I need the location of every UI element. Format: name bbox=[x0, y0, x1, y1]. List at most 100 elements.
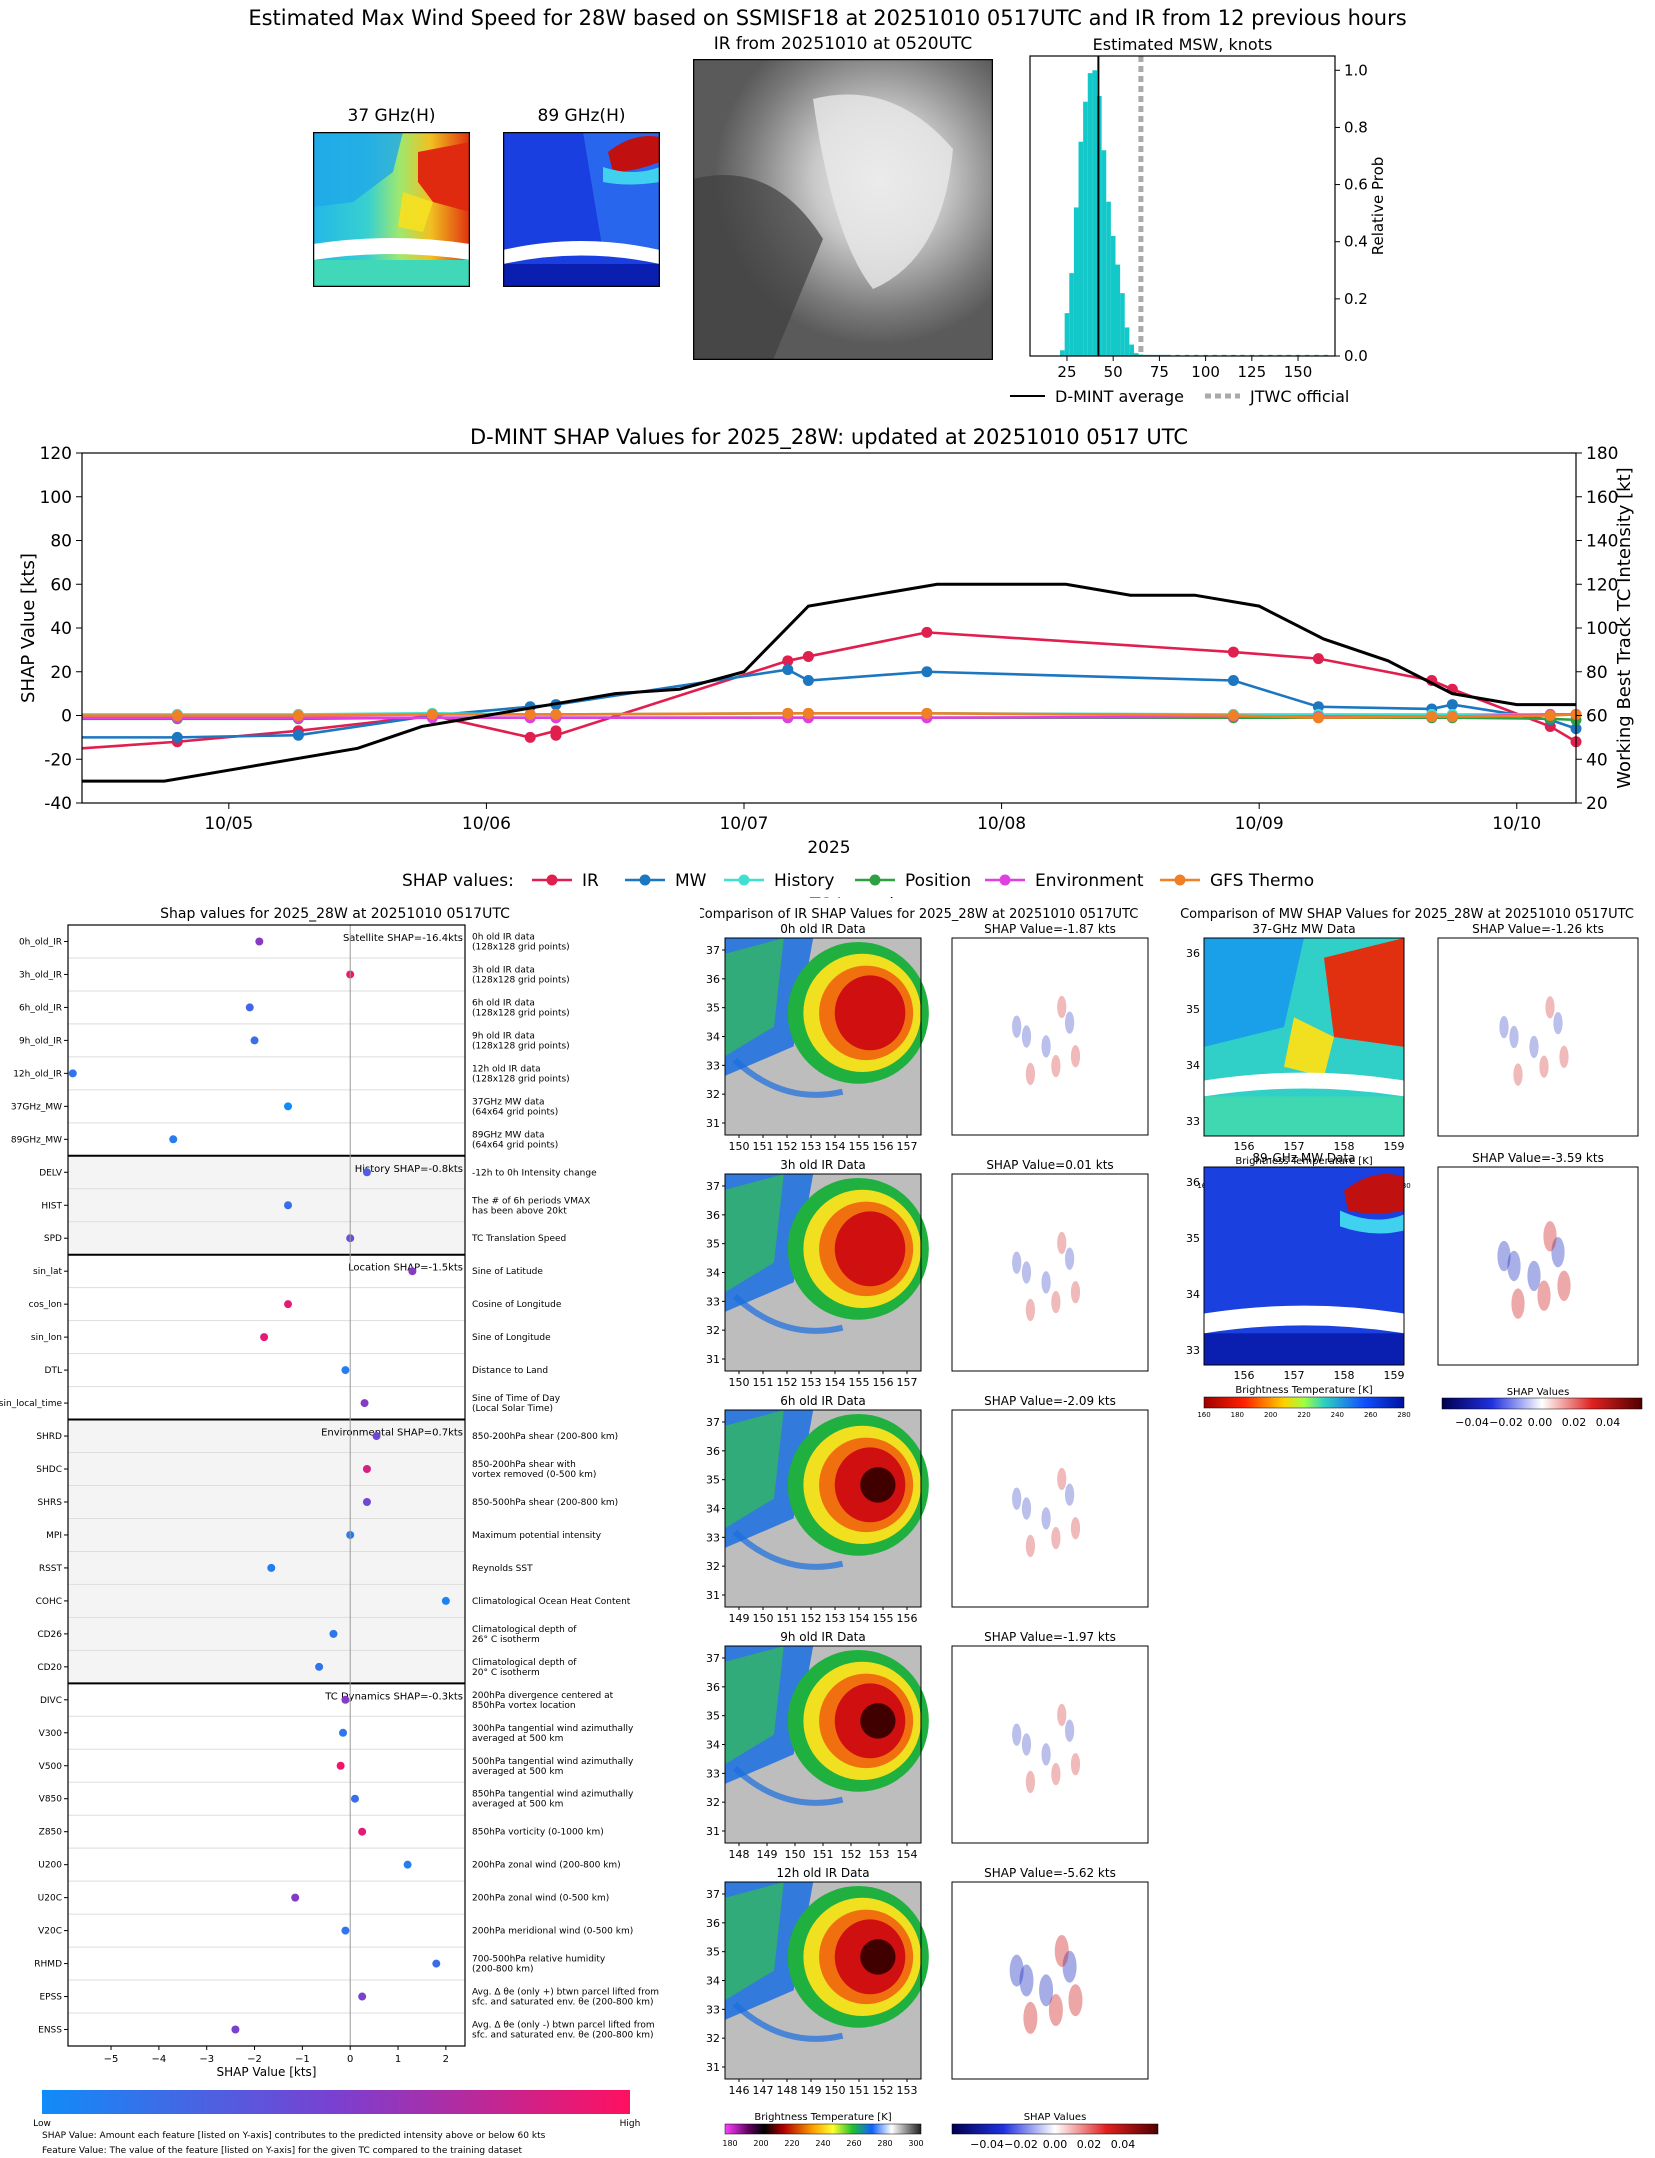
feature-desc: 0h old IR data bbox=[472, 932, 535, 942]
mw-image bbox=[1203, 937, 1405, 1137]
shap-blob bbox=[1051, 1762, 1061, 1786]
mw-comparison-title: Comparison of MW SHAP Values for 2025_28… bbox=[1180, 907, 1634, 922]
mw-panel-title: 37-GHz MW Data bbox=[1252, 922, 1355, 936]
ir-ytick-label: 31 bbox=[706, 1825, 720, 1838]
series-point bbox=[171, 731, 183, 743]
series-point bbox=[802, 675, 814, 686]
legend-label-position: Position bbox=[905, 871, 971, 891]
mw-xtick-label: 158 bbox=[1334, 1369, 1355, 1382]
shap-background bbox=[1438, 1167, 1638, 1365]
ir-shap-cbar-tick: −0.04 bbox=[970, 2138, 1004, 2151]
feature-desc: has been above 20kt bbox=[472, 1206, 567, 1216]
ir-panel-title: 3h old IR Data bbox=[780, 1158, 866, 1172]
feature-name: RSST bbox=[39, 1564, 63, 1574]
shap-frame bbox=[951, 1173, 1149, 1372]
ir-panel bbox=[693, 59, 993, 360]
ir-xtick-label: 149 bbox=[757, 1848, 778, 1861]
ir-xtick-label: 151 bbox=[849, 2084, 870, 2097]
ir-xtick-label: 154 bbox=[825, 1140, 846, 1153]
feature-desc: Maximum potential intensity bbox=[472, 1531, 602, 1541]
msw-xtick-label: 100 bbox=[1191, 363, 1220, 381]
feature-name: SHDC bbox=[36, 1465, 62, 1475]
shap-blob bbox=[1513, 1063, 1523, 1086]
ir-ytick-label: 35 bbox=[706, 1238, 720, 1251]
series-point bbox=[1227, 646, 1239, 658]
ir-shap-image bbox=[951, 937, 1149, 1136]
ts-y2tick-label: 180 bbox=[1586, 444, 1618, 464]
series-point bbox=[802, 707, 814, 719]
ts-xlabel: 2025 bbox=[807, 838, 850, 858]
ir-ytick-label: 36 bbox=[706, 1445, 720, 1458]
ir-image bbox=[724, 1881, 929, 2080]
feature-desc: 500hPa tangential wind azimuthally bbox=[472, 1757, 634, 1767]
feature-desc: (128x128 grid points) bbox=[472, 1041, 570, 1051]
msw-bar bbox=[1124, 327, 1130, 356]
ir-cbar-tick: 200 bbox=[753, 2139, 768, 2148]
msw-xtick-label: 150 bbox=[1284, 363, 1313, 381]
legend-jtwc-label: JTWC official bbox=[1249, 387, 1349, 406]
feature-desc: Sine of Longitude bbox=[472, 1333, 551, 1343]
ir-shap-cbar-tick: 0.02 bbox=[1077, 2138, 1102, 2151]
feature-xtick-label: −1 bbox=[295, 2054, 310, 2065]
shap-blob bbox=[1054, 1934, 1069, 1967]
ir-xtick-label: 149 bbox=[729, 1612, 750, 1625]
ir-image bbox=[724, 1409, 929, 1608]
ts-ytick-label: 120 bbox=[40, 444, 72, 464]
feature-desc: (200-800 km) bbox=[472, 1965, 533, 1975]
msw-ytick-label: 0.8 bbox=[1344, 118, 1368, 136]
feature-point bbox=[291, 1893, 300, 1902]
mw-shap-comparison: Comparison of MW SHAP Values for 2025_28… bbox=[1180, 907, 1643, 1429]
feature-name: COHC bbox=[36, 1597, 62, 1607]
ir-xtick-label: 155 bbox=[849, 1376, 870, 1389]
ir-xtick-label: 152 bbox=[873, 2084, 894, 2097]
feature-desc: (128x128 grid points) bbox=[472, 942, 570, 952]
ir-xtick-label: 152 bbox=[841, 1848, 862, 1861]
mw-ytick-label: 35 bbox=[1186, 1232, 1200, 1245]
ir-ytick-label: 34 bbox=[706, 1031, 720, 1044]
shap-blob bbox=[1529, 1035, 1539, 1059]
mw-xtick-label: 156 bbox=[1234, 1140, 1255, 1153]
shap-frame bbox=[951, 1645, 1149, 1844]
ir-ytick-label: 35 bbox=[706, 1474, 720, 1487]
mw-gap bbox=[1204, 1305, 1404, 1334]
feature-desc: 6h old IR data bbox=[472, 998, 535, 1008]
feature-name: DIVC bbox=[40, 1696, 62, 1706]
msw-xtick-label: 50 bbox=[1104, 363, 1123, 381]
mw-cyan bbox=[1340, 1210, 1404, 1234]
feature-desc: (Local Solar Time) bbox=[472, 1404, 553, 1414]
group-label: TC Dynamics SHAP=-0.3kts bbox=[324, 1691, 463, 1702]
mw-red bbox=[1324, 938, 1404, 1047]
feature-point bbox=[362, 1497, 371, 1506]
feature-point bbox=[245, 1003, 254, 1012]
ir-xtick-label: 153 bbox=[869, 1848, 890, 1861]
mw-cbar-tick: 260 bbox=[1364, 1411, 1377, 1419]
ts-xtick-label: 10/09 bbox=[1235, 814, 1284, 834]
feature-desc: (128x128 grid points) bbox=[472, 1008, 570, 1018]
ir-shap-cbar-tick: −0.02 bbox=[1004, 2138, 1038, 2151]
shap-blob bbox=[1012, 1487, 1022, 1510]
shap-background bbox=[1438, 938, 1638, 1136]
ir-ytick-label: 37 bbox=[706, 1416, 720, 1429]
feature-name: 89GHz_MW bbox=[11, 1135, 62, 1145]
feature-desc: 200hPa zonal wind (0-500 km) bbox=[472, 1894, 609, 1904]
msw-bar bbox=[1064, 313, 1070, 356]
mw-shap-cbar-tick: −0.02 bbox=[1489, 1416, 1523, 1429]
feature-name: V850 bbox=[39, 1795, 63, 1805]
ir-cbar-title: Brightness Temperature [K] bbox=[754, 2112, 891, 2123]
ts-ytick-label: 80 bbox=[50, 532, 72, 552]
feature-point bbox=[255, 937, 264, 946]
shap-blob bbox=[1021, 1497, 1032, 1520]
ir-comparison-title: Comparison of IR SHAP Values for 2025_28… bbox=[700, 907, 1138, 922]
ir-ytick-label: 33 bbox=[706, 1295, 720, 1308]
ir-xtick-label: 153 bbox=[801, 1376, 822, 1389]
feature-desc: -12h to 0h Intensity change bbox=[472, 1168, 597, 1178]
legend-dmint-label: D-MINT average bbox=[1055, 387, 1184, 406]
feature-plot-frame bbox=[67, 924, 466, 2047]
group-label: Location SHAP=-1.5kts bbox=[348, 1263, 463, 1274]
feature-desc: 20° C isotherm bbox=[472, 1668, 540, 1678]
msw-ytick-label: 0.0 bbox=[1344, 347, 1368, 365]
ir-shap-cbar-tick: 0.00 bbox=[1043, 2138, 1068, 2151]
feature-xlabel: SHAP Value [kts] bbox=[217, 2065, 317, 2079]
legend-label-gfs-thermo: GFS Thermo bbox=[1210, 871, 1314, 891]
mw-shap-image bbox=[1437, 1166, 1639, 1366]
